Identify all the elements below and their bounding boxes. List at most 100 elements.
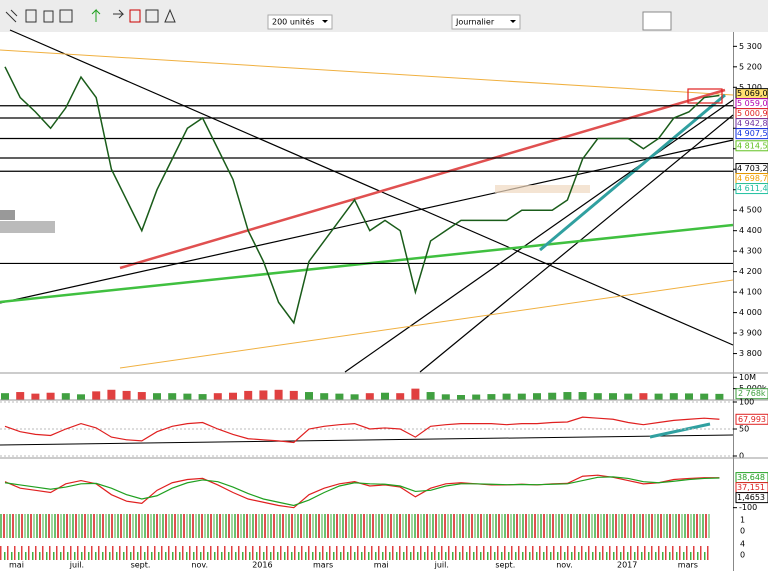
volume-bar	[46, 392, 55, 400]
volume-bar	[685, 393, 693, 400]
strip-label: 1	[740, 516, 745, 525]
volume-bar	[31, 393, 40, 400]
price-tag: 4 698,75	[737, 174, 768, 183]
price-tag: 5 069,04	[737, 89, 768, 98]
y-tick-label: 5 300	[739, 42, 762, 51]
volume-bar	[578, 392, 587, 400]
dropdown-arrow	[322, 20, 328, 23]
indicator-line	[4, 416, 720, 444]
volume-bar	[502, 393, 511, 400]
x-tick-label: mai	[9, 561, 24, 570]
price-tag: 4 942,87	[737, 119, 768, 128]
period-dropdown-text: Journalier	[455, 18, 495, 27]
price-tag: 38,648	[737, 473, 765, 482]
volume-bar	[122, 390, 131, 400]
x-tick-label: nov.	[556, 561, 573, 570]
y-tick-label: 4 100	[739, 288, 762, 297]
axis-separator	[733, 32, 734, 571]
x-tick-label: juil.	[69, 561, 84, 570]
volume-bar	[229, 392, 237, 400]
y-tick-label: 5 200	[739, 62, 762, 71]
x-tick-label: mars	[678, 561, 698, 570]
y-tick-label: 4 200	[739, 267, 762, 276]
volume-bar	[198, 394, 207, 400]
x-tick-label: nov.	[191, 561, 208, 570]
x-tick-label: sept.	[495, 561, 515, 570]
strip-label: 0	[740, 551, 745, 560]
volume-bar	[16, 392, 25, 400]
volume-bar	[624, 393, 633, 400]
volume-bar	[426, 392, 435, 400]
price-tag-box	[735, 492, 768, 504]
toolbar-icons	[5, 8, 176, 23]
toolbar	[0, 0, 768, 32]
volume-bar	[77, 394, 85, 400]
price-tag: 4 907,51	[737, 129, 768, 138]
volume-bar	[305, 392, 313, 400]
price-tag-box	[735, 128, 768, 140]
volume-bar	[289, 390, 298, 400]
indicator-line	[4, 474, 720, 509]
value-tag: 67,993	[738, 415, 766, 424]
volume-bar	[1, 393, 9, 400]
y-tick-label: 4 000	[739, 308, 762, 317]
volume-bar	[213, 393, 222, 400]
units-dropdown-text: 200 unités	[272, 17, 314, 27]
volume-bar	[350, 394, 359, 400]
price-tag: 4 611,40	[737, 184, 768, 193]
y-tick-label: 100	[739, 398, 754, 407]
price-line	[4, 66, 720, 325]
value-tag: 2 768k	[738, 389, 766, 398]
volume-bar	[639, 393, 648, 400]
units-dropdown[interactable]	[267, 14, 333, 30]
volume-bar	[411, 388, 420, 400]
dropdown-arrow	[510, 20, 516, 23]
x-tick-label: sept.	[131, 561, 151, 570]
strip-label: 0	[740, 527, 745, 536]
trend-lines	[0, 29, 734, 446]
volume-bar	[593, 393, 602, 400]
y-tick-label: 3 800	[739, 349, 762, 358]
volume-bar	[396, 393, 405, 400]
volume-bar	[244, 390, 253, 400]
volume-bar	[472, 394, 481, 400]
volume-bar	[335, 393, 344, 400]
volume-bar	[381, 392, 389, 400]
value-tag-box	[735, 413, 768, 425]
y-tick-label: -100	[739, 503, 757, 512]
price-tag: 37,151	[737, 483, 765, 492]
volume-bar	[533, 393, 541, 400]
volume-bar	[183, 393, 192, 400]
volume-bar	[715, 393, 724, 400]
volume-bar	[320, 393, 329, 400]
volume-bar	[441, 394, 450, 400]
x-tick-label: 2016	[252, 561, 272, 570]
price-tag: 1,4653	[737, 493, 765, 502]
x-tick-label: juil.	[434, 561, 449, 570]
y-tick-label: 50	[739, 425, 749, 434]
y-tick-label: 4 500	[739, 206, 762, 215]
x-tick-label: mars	[313, 561, 333, 570]
price-tag: 5 000,95	[737, 109, 768, 118]
price-tag-box	[735, 140, 768, 152]
x-tick-label: 2017	[617, 561, 637, 570]
volume-bar	[153, 393, 161, 400]
y-tick-label: 10M	[739, 373, 756, 382]
volume-bar	[700, 393, 709, 400]
volume-bar	[548, 392, 557, 400]
volume-bar	[457, 395, 465, 400]
y-tick-label: 3 900	[739, 329, 762, 338]
volume-bar	[487, 394, 496, 400]
volume-bar	[365, 393, 374, 400]
period-dropdown[interactable]	[451, 14, 521, 30]
volume-bar	[168, 393, 177, 400]
volume-bar	[107, 389, 116, 400]
price-tag: 4 703,28	[737, 164, 768, 173]
volume-bar	[92, 391, 101, 400]
indicator-button[interactable]	[642, 11, 672, 31]
volume-bar	[563, 392, 572, 400]
price-tag: 5 059,03	[737, 99, 768, 108]
volume-bar	[61, 393, 70, 400]
signal-strip	[0, 540, 710, 560]
